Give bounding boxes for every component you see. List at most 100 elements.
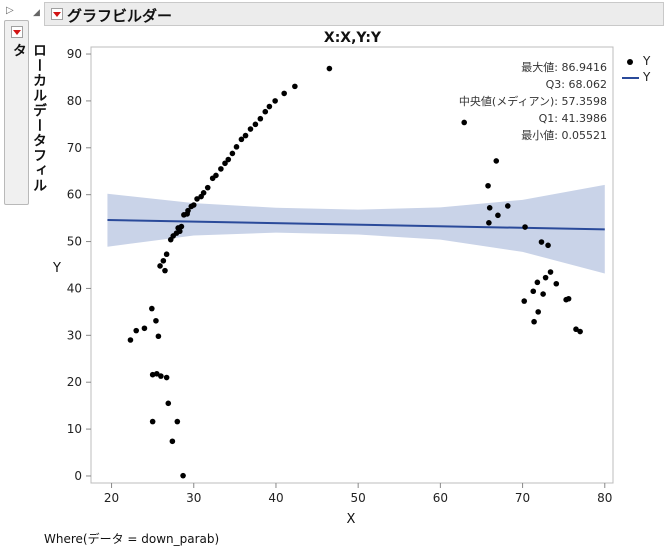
x-tick-label: 70 <box>515 491 530 505</box>
data-point[interactable] <box>247 126 254 132</box>
data-point[interactable] <box>149 418 156 425</box>
data-point[interactable] <box>169 438 176 445</box>
y-tick-label: 40 <box>67 281 82 295</box>
y-tick-label: 60 <box>67 188 82 202</box>
data-point[interactable] <box>133 327 140 334</box>
y-axis-label: Y <box>52 261 61 276</box>
data-point[interactable] <box>184 211 190 217</box>
x-tick-label: 80 <box>597 491 612 505</box>
fit-line[interactable] <box>107 218 605 231</box>
stat-min: 最小値: 0.05521 <box>521 129 607 142</box>
data-point[interactable] <box>158 373 164 379</box>
data-point[interactable] <box>218 166 224 172</box>
where-clause: Where(データ = down_parab) <box>44 532 220 546</box>
data-point[interactable] <box>553 280 560 287</box>
data-point[interactable] <box>175 225 181 231</box>
data-point[interactable] <box>229 150 236 157</box>
stat-q1: Q1: 41.3986 <box>539 112 607 125</box>
stat-q3: Q3: 68.062 <box>546 78 607 91</box>
data-point[interactable] <box>190 202 197 208</box>
data-point[interactable] <box>577 328 583 335</box>
data-point[interactable] <box>162 267 168 274</box>
data-point[interactable] <box>180 472 186 479</box>
data-point[interactable] <box>522 224 528 230</box>
data-point[interactable] <box>155 333 162 340</box>
data-point[interactable] <box>573 326 579 333</box>
data-point[interactable] <box>495 212 501 219</box>
data-point[interactable] <box>157 263 163 269</box>
data-point[interactable] <box>493 158 500 164</box>
data-point[interactable] <box>238 136 245 143</box>
data-point[interactable] <box>486 205 493 211</box>
legend-label: Y <box>643 54 651 68</box>
data-point[interactable] <box>272 98 278 104</box>
data-point[interactable] <box>204 184 211 191</box>
data-point[interactable] <box>535 309 541 315</box>
data-point[interactable] <box>531 318 537 325</box>
data-point[interactable] <box>530 288 537 295</box>
x-axis-label: X <box>347 512 356 527</box>
data-point[interactable] <box>281 90 287 97</box>
data-point[interactable] <box>200 190 207 196</box>
data-point[interactable] <box>538 239 545 245</box>
stat-max: 最大値: 86.9416 <box>521 60 607 74</box>
y-tick-label: 80 <box>67 94 82 108</box>
local-data-filter-panel[interactable]: ローカルデータフィルタ <box>4 20 47 205</box>
data-point[interactable] <box>213 172 219 179</box>
data-point[interactable] <box>163 251 170 258</box>
local-data-filter-label: ローカルデータフィルタ <box>11 43 47 193</box>
data-point[interactable] <box>266 103 273 110</box>
data-point[interactable] <box>153 317 159 324</box>
x-tick-label: 40 <box>268 491 283 505</box>
data-point[interactable] <box>542 274 549 281</box>
data-point[interactable] <box>262 108 269 115</box>
summary-statistics: 最大値: 86.9416 Q3: 68.062 中央値(メディアン): 57.3… <box>459 60 607 142</box>
red-triangle-menu-icon[interactable] <box>51 8 63 20</box>
data-point[interactable] <box>222 160 228 167</box>
data-point[interactable] <box>521 298 528 304</box>
data-point[interactable] <box>534 279 541 286</box>
y-tick-label: 10 <box>67 422 82 436</box>
data-point[interactable] <box>127 337 134 343</box>
x-tick-label: 30 <box>186 491 201 505</box>
data-point[interactable] <box>545 242 551 249</box>
data-point[interactable] <box>292 83 298 90</box>
data-point[interactable] <box>461 119 468 126</box>
red-triangle-menu-icon[interactable] <box>11 26 23 38</box>
data-point[interactable] <box>149 305 155 312</box>
graph-builder-header: グラフビルダー <box>44 2 664 26</box>
data-point[interactable] <box>565 295 572 302</box>
collapse-header-icon[interactable]: ◢ <box>33 8 40 18</box>
chart-title: X:X,Y:Y <box>323 30 382 46</box>
point-marker-icon <box>627 59 633 65</box>
data-point[interactable] <box>504 203 511 209</box>
data-point[interactable] <box>194 196 200 202</box>
data-point[interactable] <box>242 132 249 139</box>
y-tick-label: 30 <box>67 328 82 342</box>
data-point[interactable] <box>153 370 160 377</box>
data-point[interactable] <box>233 144 240 150</box>
graph-builder-title: グラフビルダー <box>67 7 173 25</box>
data-point[interactable] <box>141 325 148 332</box>
data-point[interactable] <box>485 182 491 189</box>
data-point[interactable] <box>165 400 172 407</box>
data-point[interactable] <box>252 121 259 128</box>
data-point[interactable] <box>174 418 181 425</box>
data-point[interactable] <box>163 374 170 381</box>
data-point[interactable] <box>547 269 554 275</box>
data-point[interactable] <box>225 156 232 163</box>
plot-area <box>90 46 614 484</box>
data-point[interactable] <box>540 291 546 297</box>
data-point[interactable] <box>160 257 167 264</box>
x-tick-label: 60 <box>433 491 448 505</box>
data-point[interactable] <box>326 65 333 72</box>
data-point[interactable] <box>257 115 264 122</box>
data-point[interactable] <box>486 220 492 226</box>
y-tick-label: 20 <box>67 375 82 389</box>
y-tick-label: 90 <box>67 47 82 61</box>
legend-label: Y <box>643 70 651 84</box>
collapse-left-icon[interactable]: ▷ <box>6 5 14 16</box>
y-tick-label: 70 <box>67 141 82 155</box>
y-tick-label: 0 <box>74 469 82 483</box>
